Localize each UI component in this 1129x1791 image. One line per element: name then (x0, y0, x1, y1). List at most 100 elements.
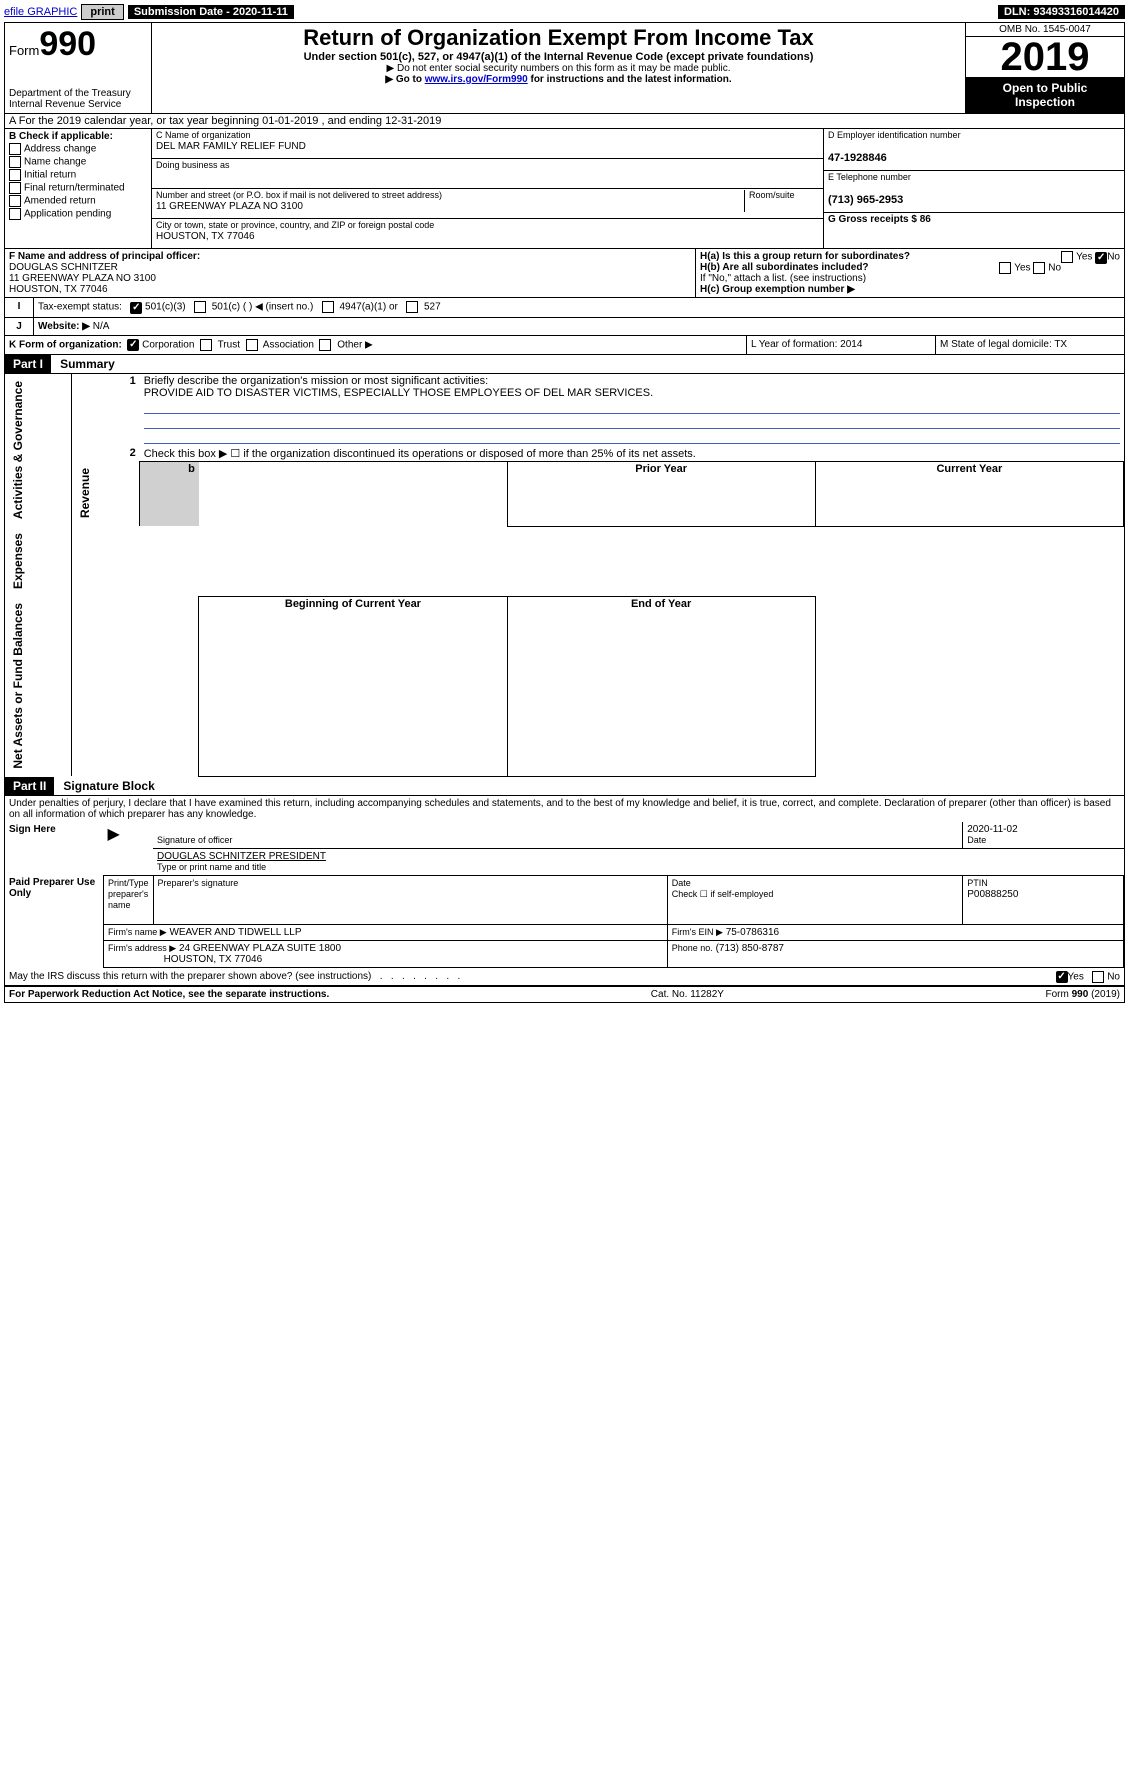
opt-assoc-box[interactable] (246, 339, 258, 351)
part2-title: Signature Block (57, 777, 160, 795)
side-expenses: Expenses (9, 527, 27, 595)
opt-527-box[interactable] (406, 301, 418, 313)
chk-address-change[interactable]: Address change (9, 143, 147, 155)
footer-mid: Cat. No. 11282Y (651, 989, 724, 1000)
discuss-yes-icon: ✓ (1056, 971, 1068, 983)
yes-label: Yes (1068, 971, 1084, 982)
footer: For Paperwork Reduction Act Notice, see … (5, 986, 1124, 1002)
opt-trust-box[interactable] (200, 339, 212, 351)
officer-printed: DOUGLAS SCHNITZER PRESIDENT (157, 851, 326, 862)
year-formation: L Year of formation: 2014 (747, 336, 936, 355)
hb-yes-box[interactable] (999, 262, 1011, 274)
open-public-2: Inspection (1015, 95, 1075, 109)
signature-table: Sign Here ▶ Signature of officer 2020-11… (5, 822, 1124, 968)
firm-addr2: HOUSTON, TX 77046 (164, 954, 263, 965)
form-number: 990 (39, 25, 96, 63)
ha-label: H(a) Is this a group return for subordin… (700, 251, 910, 262)
box-b-title: B Check if applicable: (9, 131, 113, 142)
dba-label: Doing business as (156, 160, 230, 170)
hc-label: H(c) Group exemption number ▶ (700, 284, 855, 295)
form-word: Form (9, 43, 39, 58)
org-name: DEL MAR FAMILY RELIEF FUND (156, 141, 306, 152)
department-label: Department of the Treasury Internal Reve… (9, 88, 147, 110)
declaration: Under penalties of perjury, I declare th… (5, 796, 1124, 822)
open-public-1: Open to Public (1003, 81, 1088, 95)
ein-value: 47-1928846 (828, 152, 887, 164)
website-label: Website: ▶ (38, 321, 90, 332)
form-subtitle: Under section 501(c), 527, or 4947(a)(1)… (158, 51, 959, 63)
opt-527: 527 (424, 302, 441, 313)
chk-label: Final return/terminated (24, 183, 125, 194)
chk-label: Name change (24, 157, 86, 168)
501c3-checked-icon: ✓ (130, 302, 142, 314)
opt-4947-box[interactable] (322, 301, 334, 313)
officer-label: F Name and address of principal officer: (9, 251, 200, 262)
part1-header-row: Part I Summary (5, 355, 1124, 374)
submission-date: Submission Date - 2020-11-11 (128, 5, 294, 19)
footer-form-num: 990 (1072, 989, 1089, 1000)
chk-label: Amended return (24, 196, 96, 207)
ha-yes-box[interactable] (1061, 251, 1073, 263)
goto-pre: ▶ Go to (385, 74, 424, 85)
side-net: Net Assets or Fund Balances (9, 597, 27, 775)
firm-addr-label: Firm's address ▶ (108, 943, 176, 953)
chk-amended[interactable]: Amended return (9, 195, 147, 207)
chk-label: Application pending (24, 209, 111, 220)
col-eoy: End of Year (507, 596, 815, 776)
chk-label: Address change (24, 144, 96, 155)
firm-addr1: 24 GREENWAY PLAZA SUITE 1800 (179, 943, 341, 954)
tax-status-label: Tax-exempt status: (38, 302, 122, 313)
addr-label: Number and street (or P.O. box if mail i… (156, 190, 442, 200)
print-button[interactable]: print (81, 4, 123, 20)
prep-name-label: Print/Type preparer's name (108, 878, 149, 910)
hb-no-box[interactable] (1033, 262, 1045, 274)
firm-ein-label: Firm's EIN ▶ (672, 927, 723, 937)
opt-other-box[interactable] (319, 339, 331, 351)
footer-left: For Paperwork Reduction Act Notice, see … (9, 989, 329, 1000)
firm-phone-label: Phone no. (672, 943, 713, 953)
corp-checked-icon: ✓ (127, 339, 139, 351)
irs-link[interactable]: www.irs.gov/Form990 (425, 74, 528, 85)
chk-name-change[interactable]: Name change (9, 156, 147, 168)
efile-link[interactable]: efile GRAPHIC (4, 6, 77, 18)
chk-initial-return[interactable]: Initial return (9, 169, 147, 181)
paid-preparer: Paid Preparer Use Only (5, 875, 104, 967)
opt-501c: 501(c) ( ) ◀ (insert no.) (212, 302, 314, 313)
no-label: No (1107, 971, 1120, 982)
date-label2: Date (672, 878, 691, 888)
org-name-label: C Name of organization (156, 130, 251, 140)
l1-label: Briefly describe the organization's miss… (144, 375, 488, 387)
prep-sig-label: Preparer's signature (158, 878, 239, 888)
website-value: N/A (90, 321, 109, 332)
discuss-no-box[interactable] (1092, 971, 1104, 983)
chk-final-return[interactable]: Final return/terminated (9, 182, 147, 194)
footer-right: Form 990 (2019) (1046, 989, 1120, 1000)
top-bar: efile GRAPHIC print Submission Date - 20… (4, 4, 1125, 20)
sig-date: 2020-11-02 (967, 824, 1017, 835)
firm-phone: (713) 850-8787 (716, 943, 784, 954)
chk-pending[interactable]: Application pending (9, 208, 147, 220)
row-klm: K Form of organization: ✓ Corporation Tr… (5, 336, 1124, 356)
row-j: J Website: ▶ N/A (5, 318, 1124, 336)
part2-header-row: Part II Signature Block (5, 777, 1124, 796)
arrow-icon: ▶ (108, 826, 120, 843)
hb-label: H(b) Are all subordinates included? (700, 262, 869, 273)
hb-note: If "No," attach a list. (see instruction… (700, 273, 1120, 284)
col-prior-year: Prior Year (507, 461, 815, 526)
opt-501c-box[interactable] (194, 301, 206, 313)
note-ssn: ▶ Do not enter social security numbers o… (158, 63, 959, 74)
form-org-label: K Form of organization: (9, 339, 122, 350)
side-activities: Activities & Governance (9, 375, 27, 525)
opt-4947: 4947(a)(1) or (339, 302, 397, 313)
block-bcdefg: B Check if applicable: Address change Na… (5, 129, 1124, 249)
phone-value: (713) 965-2953 (828, 194, 903, 206)
phone-label: E Telephone number (828, 172, 911, 182)
discuss-row: May the IRS discuss this return with the… (5, 968, 1124, 986)
part2-header: Part II (5, 777, 54, 795)
date-label: Date (967, 835, 986, 845)
officer-addr2: HOUSTON, TX 77046 (9, 284, 108, 295)
city-label: City or town, state or province, country… (156, 220, 434, 230)
col-boy: Beginning of Current Year (199, 596, 507, 776)
ha-no-checked-icon: ✓ (1095, 252, 1107, 264)
officer-title-label: Type or print name and title (157, 862, 266, 872)
